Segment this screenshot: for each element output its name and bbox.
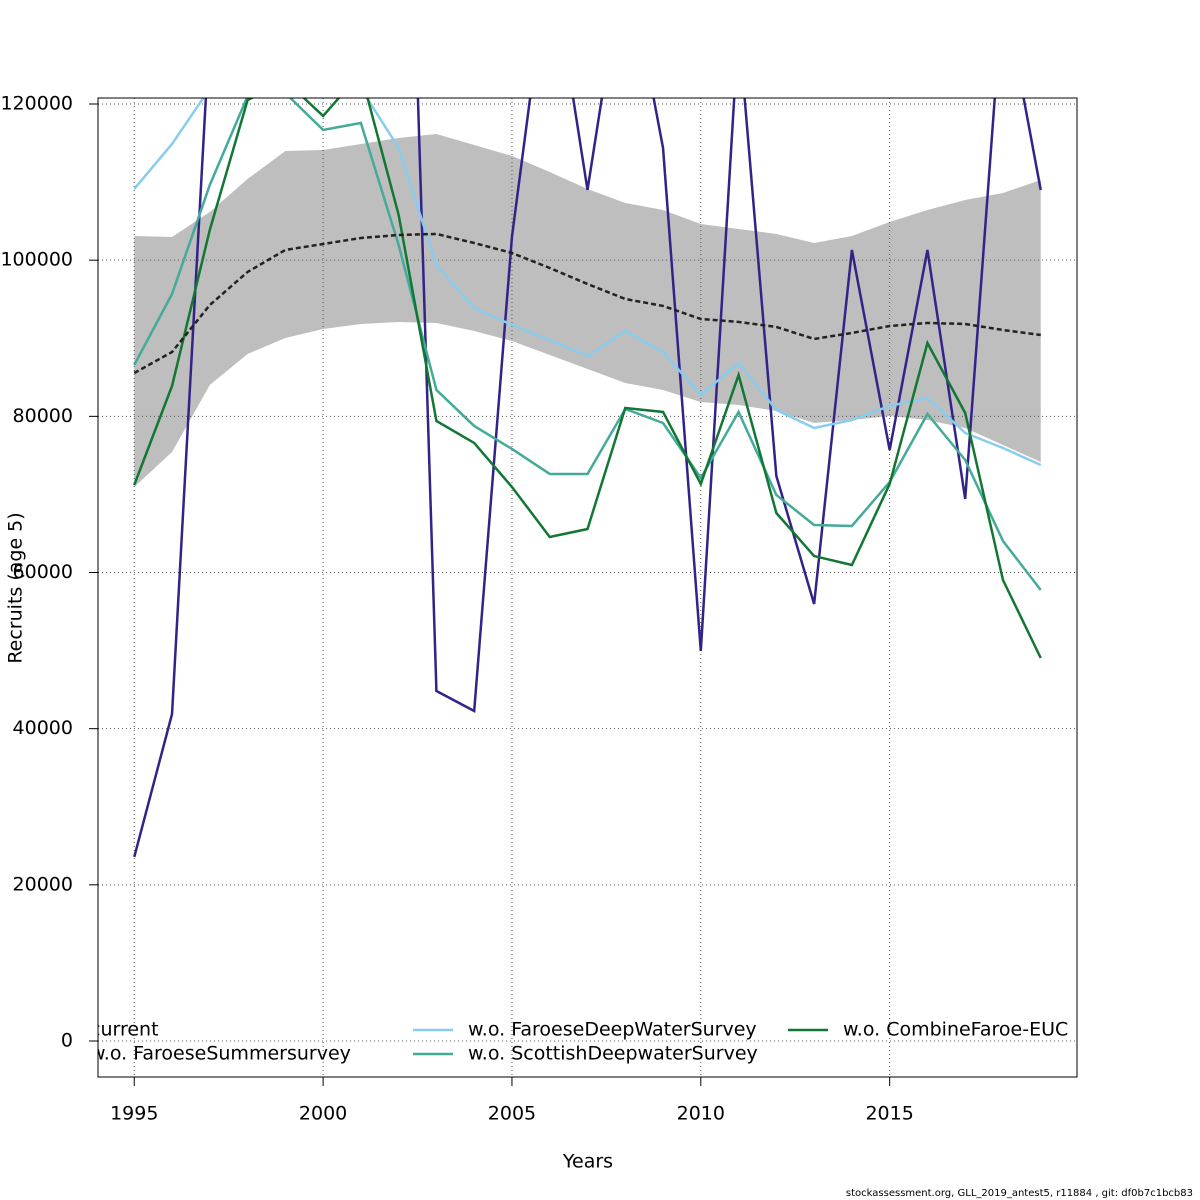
plot-area	[98, 98, 1077, 1077]
y-tick-label: 100000	[0, 249, 73, 271]
y-tick-label: 60000	[13, 561, 73, 583]
legend-label: current	[90, 1019, 159, 1041]
x-tick-label: 2000	[299, 1103, 347, 1125]
legend-label: w.o. CombineFaroe-EUC	[843, 1019, 1068, 1041]
series-line	[133, 98, 1042, 467]
x-tick-label: 2015	[865, 1103, 913, 1125]
x-tick-label: 1995	[110, 1103, 158, 1125]
confidence-band	[134, 133, 1041, 488]
y-tick-label: 20000	[13, 873, 73, 895]
legend-label: w.o. FaroeseSummersurvey	[90, 1043, 351, 1065]
y-tick-label: 0	[61, 1030, 73, 1052]
plot-frame	[97, 97, 1078, 1078]
series-line	[133, 98, 1042, 858]
footer: stockassessment.org, GLL_2019_antest5, r…	[846, 1188, 1193, 1199]
series-line	[133, 232, 1041, 375]
x-tick-label: 2005	[488, 1103, 536, 1125]
x-tick-label: 2010	[677, 1103, 725, 1125]
series-line	[133, 98, 1042, 659]
y-tick-label: 80000	[13, 405, 73, 427]
legend-label: w.o. ScottishDeepwaterSurvey	[468, 1043, 758, 1065]
y-axis-label: Recruits (age 5)	[5, 512, 27, 663]
legend-label: w.o. FaroeseDeepWaterSurvey	[468, 1019, 757, 1041]
y-tick-label: 40000	[13, 717, 73, 739]
y-tick-label: 120000	[0, 93, 73, 115]
x-axis-label: Years	[562, 1151, 613, 1173]
